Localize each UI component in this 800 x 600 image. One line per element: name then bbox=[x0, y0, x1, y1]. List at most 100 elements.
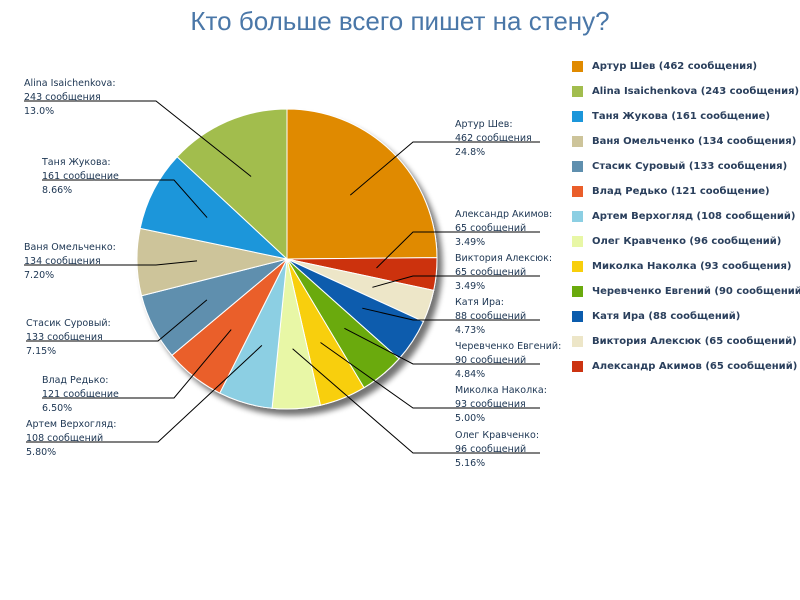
legend-swatch bbox=[572, 336, 583, 347]
slice-label-percent: 5.16% bbox=[455, 458, 485, 469]
slice-label-percent: 3.49% bbox=[455, 281, 485, 292]
legend-label: Таня Жукова (161 сообщение) bbox=[592, 111, 771, 122]
legend-item[interactable]: Черевченко Евгений (90 сообщений) bbox=[572, 279, 800, 304]
legend-label: Alina Isaichenkova (243 сообщения) bbox=[592, 86, 800, 97]
slice-label-percent: 5.80% bbox=[26, 447, 56, 458]
pie-slice[interactable] bbox=[176, 108, 288, 261]
slice-label-name: Миколка Наколка: bbox=[455, 385, 547, 396]
legend-item[interactable]: Артур Шев (462 сообщения) bbox=[572, 54, 798, 79]
slice-label-percent: 6.50% bbox=[42, 403, 72, 414]
leader-line bbox=[26, 345, 263, 443]
legend-item[interactable]: Миколка Наколка (93 сообщения) bbox=[572, 254, 798, 279]
legend-label: Катя Ира (88 сообщений) bbox=[592, 311, 741, 322]
slice-label-name: Влад Редько: bbox=[42, 375, 109, 386]
pie-slice[interactable] bbox=[286, 108, 438, 260]
slice-label: Ваня Омельченко: 134 сообщения 7.20% bbox=[24, 242, 116, 281]
slice-label: Таня Жукова: 161 сообщение 8.66% bbox=[41, 157, 119, 196]
slice-label-percent: 5.00% bbox=[455, 413, 485, 424]
slice-label-value: 134 сообщения bbox=[24, 256, 101, 267]
leader-line bbox=[42, 329, 232, 399]
slice-label-percent: 3.49% bbox=[455, 237, 485, 248]
legend-item[interactable]: Ваня Омельченко (134 сообщения) bbox=[572, 129, 798, 154]
legend-label: Черевченко Евгений (90 сообщений) bbox=[592, 286, 800, 297]
slice-label-name: Виктория Алексюк: bbox=[455, 253, 552, 264]
legend-label: Ваня Омельченко (134 сообщения) bbox=[592, 136, 797, 147]
slice-label: Черевченко Евгений: 90 сообщений 4.84% bbox=[455, 341, 561, 380]
legend-item[interactable]: Влад Редько (121 сообщение) bbox=[572, 179, 798, 204]
slice-label-percent: 8.66% bbox=[42, 185, 72, 196]
legend-item[interactable]: Таня Жукова (161 сообщение) bbox=[572, 104, 798, 129]
legend-swatch bbox=[572, 111, 583, 122]
leader-line bbox=[349, 141, 540, 196]
legend-item[interactable]: Alina Isaichenkova (243 сообщения) bbox=[572, 79, 800, 104]
legend-label: Артур Шев (462 сообщения) bbox=[592, 61, 758, 72]
leader-line bbox=[42, 179, 208, 218]
slice-label-value: 121 сообщение bbox=[42, 389, 119, 400]
slice-label-value: 133 сообщения bbox=[26, 332, 103, 343]
slice-label-name: Александр Акимов: bbox=[455, 209, 552, 220]
legend-item[interactable]: Стасик Суровый (133 сообщения) bbox=[572, 154, 798, 179]
legend-item[interactable]: Олег Кравченко (96 сообщений) bbox=[572, 229, 798, 254]
pie-slices bbox=[136, 108, 438, 410]
slice-label-name: Артур Шев: bbox=[455, 119, 513, 130]
leader-line bbox=[292, 348, 540, 454]
legend-label: Артем Верхогляд (108 сообщений) bbox=[592, 211, 796, 222]
slice-label: Миколка Наколка: 93 сообщения 5.00% bbox=[455, 385, 547, 424]
slice-label: Олег Кравченко: 96 сообщений 5.16% bbox=[455, 430, 539, 469]
slice-label: Артем Верхогляд: 108 сообщений 5.80% bbox=[26, 419, 116, 458]
slice-label: Катя Ира: 88 сообщений 4.73% bbox=[455, 297, 526, 336]
legend-swatch bbox=[572, 86, 583, 97]
slice-label-value: 65 сообщений bbox=[455, 267, 526, 278]
slice-label-value: 96 сообщений bbox=[455, 444, 526, 455]
slice-label-percent: 7.20% bbox=[24, 270, 54, 281]
leader-line bbox=[376, 231, 540, 269]
legend-swatch bbox=[572, 261, 583, 272]
leader-line bbox=[372, 275, 540, 288]
slice-label-value: 90 сообщений bbox=[455, 355, 526, 366]
leader-line bbox=[320, 342, 540, 409]
legend-swatch bbox=[572, 361, 583, 372]
legend-label: Виктория Алексюк (65 сообщений) bbox=[592, 336, 797, 347]
legend-swatch bbox=[572, 136, 583, 147]
slice-label-value: 65 сообщений bbox=[455, 223, 526, 234]
legend-swatch bbox=[572, 311, 583, 322]
slice-callouts: Артур Шев: 462 сообщения 24.8% Александр Ак… bbox=[24, 78, 561, 469]
legend-item[interactable]: Артем Верхогляд (108 сообщений) bbox=[572, 204, 798, 229]
legend-item[interactable]: Катя Ира (88 сообщений) bbox=[572, 304, 798, 329]
legend-label: Влад Редько (121 сообщение) bbox=[592, 186, 770, 197]
slice-label-percent: 13.0% bbox=[24, 106, 54, 117]
leader-line bbox=[362, 307, 540, 321]
slice-label-value: 93 сообщения bbox=[455, 399, 526, 410]
leader-line bbox=[26, 299, 208, 342]
slice-label-value: 243 сообщения bbox=[24, 92, 101, 103]
slice-label-value: 161 сообщение bbox=[42, 171, 119, 182]
slice-label: Стасик Суровый: 133 сообщения 7.15% bbox=[26, 318, 111, 357]
legend-swatch bbox=[572, 61, 583, 72]
legend-item[interactable]: Александр Акимов (65 сообщений) bbox=[572, 354, 798, 379]
slice-label-percent: 24.8% bbox=[455, 147, 485, 158]
legend-swatch bbox=[572, 236, 583, 247]
slice-label-value: 108 сообщений bbox=[26, 433, 103, 444]
slice-label-name: Черевченко Евгений: bbox=[455, 341, 561, 352]
slice-label-name: Таня Жукова: bbox=[41, 157, 111, 168]
slice-label-name: Ваня Омельченко: bbox=[24, 242, 116, 253]
slice-label: Виктория Алексюк: 65 сообщений 3.49% bbox=[455, 253, 552, 292]
slice-label: Александр Акимов: 65 сообщений 3.49% bbox=[455, 209, 552, 248]
slice-label-name: Alina Isaichenkova: bbox=[24, 78, 116, 89]
slice-label: Alina Isaichenkova: 243 сообщения 13.0% bbox=[24, 78, 116, 117]
legend-item[interactable]: Виктория Алексюк (65 сообщений) bbox=[572, 329, 798, 354]
legend-label: Стасик Суровый (133 сообщения) bbox=[592, 161, 788, 172]
slice-label-percent: 7.15% bbox=[26, 346, 56, 357]
chart-title: Кто больше всего пишет на стену? bbox=[190, 6, 610, 36]
legend-swatch bbox=[572, 161, 583, 172]
legend-label: Миколка Наколка (93 сообщения) bbox=[592, 261, 792, 272]
legend: Артур Шев (462 сообщения) Alina Isaichenk… bbox=[572, 54, 800, 379]
slice-label-value: 88 сообщений bbox=[455, 311, 526, 322]
legend-swatch bbox=[572, 186, 583, 197]
legend-swatch bbox=[572, 211, 583, 222]
leader-line bbox=[344, 327, 540, 365]
slice-label-name: Олег Кравченко: bbox=[455, 430, 539, 441]
slice-label-percent: 4.84% bbox=[455, 369, 485, 380]
legend-swatch bbox=[572, 286, 583, 297]
